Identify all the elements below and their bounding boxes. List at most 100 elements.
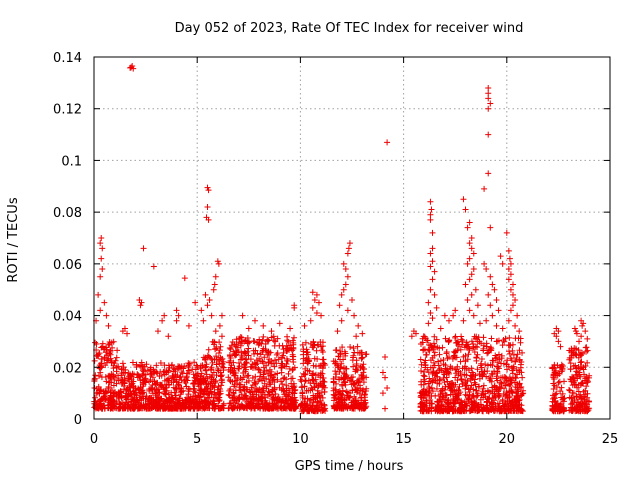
data-point [155, 401, 162, 408]
data-point [177, 373, 184, 380]
data-point [344, 273, 351, 280]
data-point [225, 391, 232, 398]
data-point [427, 309, 434, 316]
data-point [252, 373, 259, 380]
data-point [495, 337, 502, 344]
data-point [470, 343, 477, 350]
data-point [475, 402, 482, 409]
data-point [258, 393, 265, 400]
data-point [139, 404, 146, 411]
data-point [116, 405, 123, 412]
data-point [444, 378, 451, 385]
data-point [419, 401, 426, 408]
data-point [98, 255, 105, 262]
data-point [285, 370, 292, 377]
data-point [450, 353, 457, 360]
data-point [351, 349, 358, 356]
data-point [231, 404, 238, 411]
data-point [412, 330, 419, 337]
data-point [279, 354, 286, 361]
data-point [198, 307, 205, 314]
data-point [146, 378, 153, 385]
data-point [186, 395, 193, 402]
data-point [309, 304, 316, 311]
data-point [206, 401, 213, 408]
data-point [236, 394, 243, 401]
data-point [103, 378, 110, 385]
plot-frame [93, 56, 611, 420]
data-point [130, 65, 137, 72]
y-tick-label: 0.1 [61, 154, 82, 169]
data-point [551, 361, 558, 368]
data-point [212, 345, 219, 352]
data-point [516, 328, 523, 335]
data-point [443, 392, 450, 399]
data-point [506, 381, 513, 388]
data-point [247, 356, 254, 363]
data-point [513, 355, 520, 362]
data-point [488, 347, 495, 354]
data-point [507, 271, 514, 278]
data-point [266, 381, 273, 388]
data-point [360, 373, 367, 380]
data-point [303, 387, 310, 394]
data-point [249, 382, 256, 389]
data-point [470, 371, 477, 378]
data-point [202, 356, 209, 363]
data-point [334, 328, 341, 335]
data-point [212, 377, 219, 384]
data-point [255, 401, 262, 408]
data-point [257, 351, 264, 358]
data-point [141, 404, 148, 411]
data-point [340, 260, 347, 267]
data-point [516, 380, 523, 387]
data-point [245, 372, 252, 379]
data-point [298, 408, 305, 415]
data-point [278, 364, 285, 371]
data-point [217, 388, 224, 395]
data-point [119, 328, 126, 335]
data-point [487, 224, 494, 231]
y-tick-label: 0.04 [53, 310, 82, 325]
data-point [213, 372, 220, 379]
data-point [571, 381, 578, 388]
data-point [342, 266, 349, 273]
data-point [319, 356, 326, 363]
data-point [185, 322, 192, 329]
data-point [464, 224, 471, 231]
data-point [215, 383, 222, 390]
data-point [108, 358, 115, 365]
data-point [429, 364, 436, 371]
data-point [332, 393, 339, 400]
data-point [551, 382, 558, 389]
data-point [509, 281, 516, 288]
data-point [501, 374, 508, 381]
data-point [163, 384, 170, 391]
data-point [301, 322, 308, 329]
data-point [506, 397, 513, 404]
data-point [508, 407, 515, 414]
data-points [91, 63, 593, 415]
data-point [276, 320, 283, 327]
data-point [287, 402, 294, 409]
data-point [318, 312, 325, 319]
data-point [105, 383, 112, 390]
data-point [289, 383, 296, 390]
data-point [472, 286, 479, 293]
data-point [499, 325, 506, 332]
data-point [428, 384, 435, 391]
data-point [514, 312, 521, 319]
y-tick-label: 0.08 [53, 206, 82, 221]
data-point [428, 344, 435, 351]
data-point [436, 365, 443, 372]
data-point [446, 317, 453, 324]
data-point [315, 390, 322, 397]
data-point [571, 325, 578, 332]
data-point [201, 405, 208, 412]
data-point [165, 381, 172, 388]
data-point [338, 392, 345, 399]
data-point [137, 302, 144, 309]
data-point [212, 405, 219, 412]
data-point [489, 357, 496, 364]
data-point [489, 281, 496, 288]
